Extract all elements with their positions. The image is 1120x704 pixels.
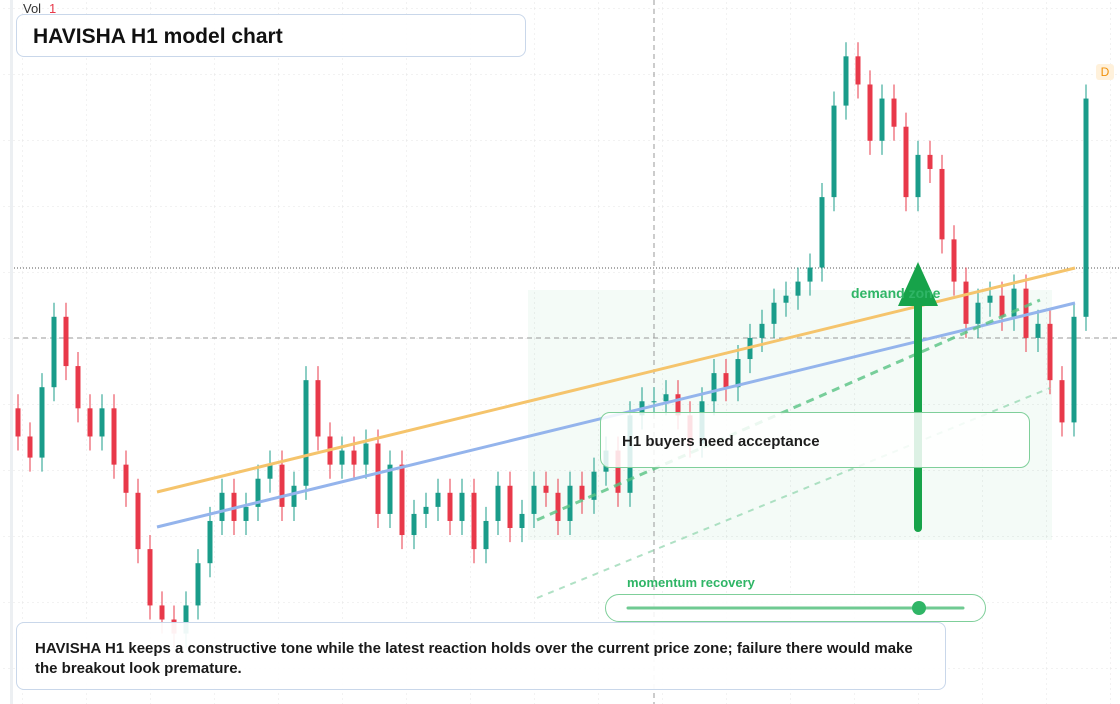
callout: H1 buyers need acceptance xyxy=(600,412,1030,468)
candle-body xyxy=(771,302,777,324)
candle-body xyxy=(663,394,669,402)
candle-body xyxy=(447,492,453,521)
candle-body xyxy=(435,492,441,507)
slider-track xyxy=(626,601,965,615)
candle-body xyxy=(99,408,105,437)
candle-body xyxy=(51,316,57,388)
slider[interactable] xyxy=(605,594,986,622)
candle-body xyxy=(819,197,825,268)
candle-body xyxy=(315,380,321,437)
candle-body xyxy=(567,485,573,521)
candle-body xyxy=(27,436,33,458)
candle-body xyxy=(807,267,813,282)
candle-body xyxy=(927,154,933,169)
candle-body xyxy=(483,520,489,550)
candle-body xyxy=(867,84,873,141)
candle-body xyxy=(903,126,909,198)
candle-body xyxy=(963,281,969,324)
candle-body xyxy=(615,450,621,493)
candle-body xyxy=(111,408,117,465)
projection xyxy=(536,298,1041,522)
candle-body xyxy=(423,506,429,514)
candle-body xyxy=(375,443,381,514)
candle-body xyxy=(75,366,81,409)
candle-body xyxy=(915,154,921,198)
candle-body xyxy=(507,485,513,528)
candle-body xyxy=(795,281,801,296)
candle-body xyxy=(63,316,69,367)
candle-body xyxy=(135,492,141,550)
volume-label: Vol xyxy=(23,1,42,16)
zone-label: demand zone xyxy=(851,285,941,301)
candle-body xyxy=(123,464,129,493)
candle-body xyxy=(999,295,1005,317)
candle-body xyxy=(87,408,93,437)
caption: HAVISHA H1 keeps a constructive tone whi… xyxy=(16,622,946,690)
candle-body xyxy=(891,98,897,127)
candle-body xyxy=(1083,98,1089,317)
timeframe-badge[interactable]: D xyxy=(1096,64,1114,80)
candle-body xyxy=(723,373,729,388)
candle-body xyxy=(651,401,657,403)
candle-body xyxy=(1047,323,1053,381)
candle-body xyxy=(339,450,345,465)
candle-body xyxy=(951,239,957,282)
candle-body xyxy=(579,485,585,500)
candle-body xyxy=(1035,323,1041,338)
candle-body xyxy=(207,520,213,564)
slider-label: momentum recovery xyxy=(627,575,755,590)
candle-body xyxy=(531,485,537,514)
candle-body xyxy=(459,492,465,521)
candle-body xyxy=(411,513,417,536)
candle-body xyxy=(975,302,981,324)
candle-body xyxy=(363,443,369,465)
candle-body xyxy=(303,380,309,486)
candle-body xyxy=(471,492,477,550)
candle-body xyxy=(855,56,861,85)
candle-body xyxy=(147,549,153,606)
candle-body xyxy=(267,464,273,479)
candle-body xyxy=(1071,316,1077,423)
candle-body xyxy=(387,464,393,514)
arrow-head xyxy=(898,262,938,306)
volume-value: 1 xyxy=(49,1,57,16)
candle-body xyxy=(543,485,549,493)
candle-body xyxy=(1011,288,1017,317)
candle-body xyxy=(879,98,885,141)
candle-body xyxy=(519,513,525,528)
candle-body xyxy=(243,506,249,521)
candle-body xyxy=(279,464,285,507)
candle-body xyxy=(39,387,45,458)
candle-body xyxy=(843,56,849,106)
candle-body xyxy=(987,295,993,303)
candle-body xyxy=(831,105,837,198)
left-edge xyxy=(10,0,13,704)
candle-body xyxy=(759,323,765,338)
candle-body xyxy=(195,563,201,606)
candle-body xyxy=(399,464,405,536)
candle-body xyxy=(1059,380,1065,423)
candle-body xyxy=(183,605,189,634)
candle-body xyxy=(675,394,681,416)
candle-body xyxy=(591,471,597,500)
chart-title: HAVISHA H1 model chart xyxy=(16,14,526,57)
candle-body xyxy=(495,485,501,521)
candle-body xyxy=(255,478,261,507)
candle-body xyxy=(1023,288,1029,338)
candle-body xyxy=(735,359,741,388)
candle-body xyxy=(555,492,561,521)
candle-body xyxy=(939,168,945,240)
candle-body xyxy=(291,485,297,507)
slider-knob[interactable] xyxy=(912,601,926,615)
candle-body xyxy=(351,450,357,465)
candle-body xyxy=(711,373,717,402)
candle-body xyxy=(159,605,165,620)
candle-body xyxy=(783,295,789,303)
candle-body xyxy=(219,492,225,521)
candle-body xyxy=(15,408,21,437)
